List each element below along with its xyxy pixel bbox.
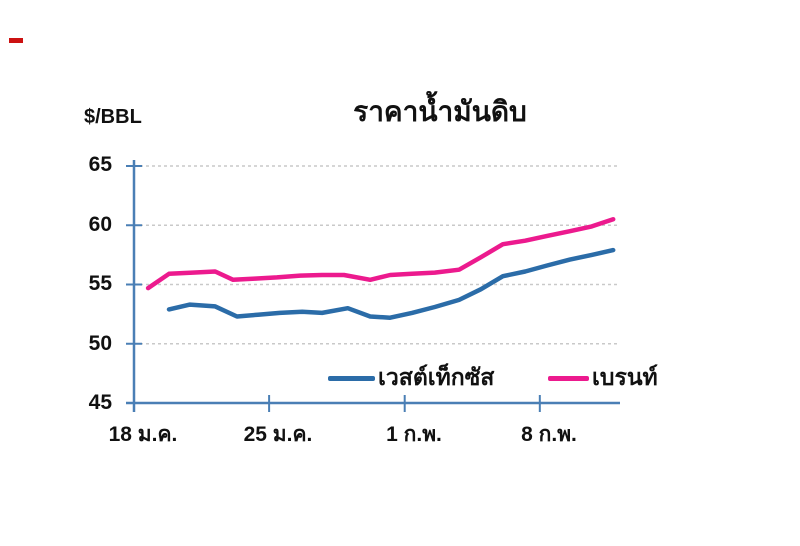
x-tick-label: 1 ก.พ.: [386, 423, 442, 446]
series-line-west-texas: [166, 247, 616, 320]
legend-swatch-brent: [548, 376, 589, 381]
red-marker: [9, 38, 23, 43]
x-tick-label: 8 ก.พ.: [521, 423, 577, 446]
chart-title: ราคาน้ำมันดิบ: [353, 96, 527, 127]
x-tick-label: 25 ม.ค.: [243, 423, 313, 446]
y-tick-label: 50: [88, 332, 112, 355]
y-tick-label: 65: [88, 153, 112, 176]
legend-label-brent: เบรนท์: [592, 364, 658, 390]
x-tick-label: 18 ม.ค.: [108, 423, 178, 446]
legend-swatch-west-texas: [328, 376, 375, 381]
y-tick-label: 60: [88, 213, 112, 236]
legend-label-west-texas: เวสต์เท็กซัส: [378, 364, 495, 390]
y-tick-label: 45: [88, 391, 112, 414]
y-tick-label: 55: [88, 272, 112, 295]
y-axis-unit-label: $/BBL: [84, 106, 142, 128]
series-line-brent: [145, 217, 616, 291]
